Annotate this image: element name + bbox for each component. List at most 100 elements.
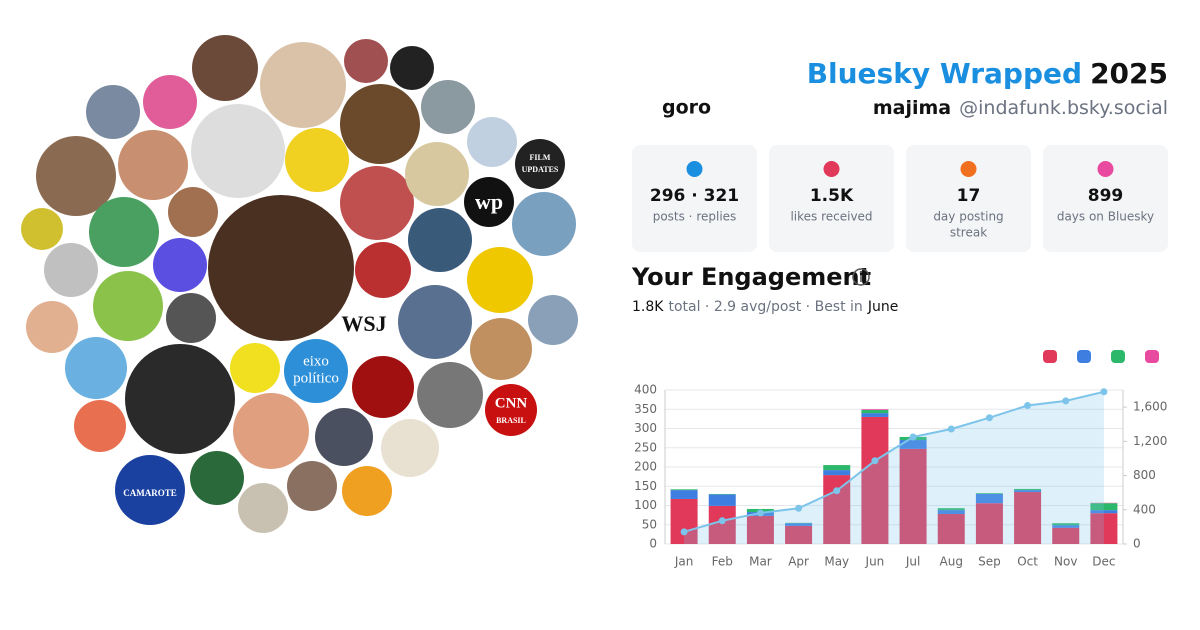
avatar — [421, 80, 475, 134]
avatar — [470, 318, 532, 380]
bar-segment — [1052, 527, 1080, 544]
avatar — [512, 192, 576, 256]
bar-segment — [746, 515, 774, 544]
line-point — [1062, 397, 1070, 405]
avatar — [93, 271, 163, 341]
profile-line: majima @indafunk.bsky.social — [873, 97, 1168, 119]
line-point — [680, 528, 688, 536]
stat-label: streak — [950, 226, 987, 240]
info-icon — [852, 268, 870, 286]
avatar-text: FILM — [530, 153, 551, 162]
bar-segment — [975, 493, 1003, 504]
line-point — [1100, 388, 1108, 396]
x-tick-label: Mar — [749, 555, 772, 569]
bar-segment — [1052, 525, 1080, 528]
avatar — [230, 343, 280, 393]
avatar — [515, 139, 565, 189]
legend-icon[interactable] — [1145, 350, 1159, 363]
x-tick-label: Apr — [788, 555, 809, 569]
legend-icon[interactable] — [1111, 350, 1125, 363]
line-point — [756, 509, 764, 517]
avatar-text: CNN — [495, 395, 528, 411]
stat-label: posts · replies — [653, 210, 737, 224]
y-tick-label: 50 — [642, 517, 657, 531]
line-point — [947, 425, 955, 433]
line-point — [909, 433, 917, 441]
avatar — [405, 142, 469, 206]
title: Bluesky Wrapped 2025 — [807, 57, 1168, 90]
bar-segment — [1014, 492, 1042, 544]
avatar — [26, 301, 78, 353]
avatar — [464, 177, 514, 227]
stat-card — [1043, 145, 1168, 252]
stat-card — [769, 145, 894, 252]
avatar — [390, 46, 434, 90]
y-tick-label: 250 — [634, 440, 657, 454]
section-title: Your Engagement — [631, 263, 871, 291]
stat-icon — [823, 161, 840, 177]
line-point — [985, 414, 993, 422]
bar-segment — [1090, 513, 1118, 544]
stat-card — [632, 145, 757, 252]
line-point — [795, 504, 803, 512]
y2-tick-label: 1,200 — [1133, 434, 1167, 448]
bar-segment — [975, 493, 1003, 494]
avatar — [340, 84, 420, 164]
bar-segment — [708, 505, 736, 544]
x-tick-label: Jan — [674, 555, 694, 569]
bar-segment — [861, 410, 889, 414]
line-point — [1024, 401, 1032, 409]
total: 1.8K — [632, 299, 664, 315]
avatar — [118, 130, 188, 200]
engagement-summary: 1.8K total · 2.9 avg/post · Best in June — [632, 299, 898, 315]
stat-cards: 296 · 321 posts · replies 1.5K likes receiv… — [632, 145, 1168, 252]
avatar — [485, 384, 537, 436]
avatar — [344, 39, 388, 83]
x-tick-label: Jul — [905, 555, 920, 569]
y-tick-label: 400 — [634, 383, 657, 397]
x-tick-label: Jun — [865, 555, 885, 569]
legend-icon[interactable] — [1077, 350, 1091, 363]
best-month: June — [867, 299, 899, 315]
avatar — [89, 197, 159, 267]
avatar-text: WSJ — [341, 311, 386, 336]
y-tick-label: 150 — [634, 479, 657, 493]
stat-card — [906, 145, 1031, 252]
title-year: 2025 — [1090, 57, 1168, 90]
x-tick-label: May — [824, 555, 849, 569]
avatar — [467, 117, 517, 167]
avatar — [355, 242, 411, 298]
bar-segment — [785, 525, 813, 544]
bar-segment — [670, 490, 698, 499]
avatar-text: político — [293, 370, 339, 386]
line-point — [718, 517, 726, 525]
avatar-text: BRASIL — [496, 416, 526, 425]
bar-segment — [823, 470, 851, 476]
avatar — [191, 104, 285, 198]
avatar — [285, 128, 349, 192]
y-tick-label: 100 — [634, 498, 657, 512]
x-tick-label: Oct — [1017, 555, 1038, 569]
line-point — [833, 487, 841, 495]
stat-value: 899 — [1088, 186, 1124, 206]
y-tick-label: 0 — [649, 537, 657, 551]
x-tick-label: Aug — [940, 555, 963, 569]
summary: total · 2.9 avg/post · Best in — [668, 299, 862, 315]
avatar — [284, 339, 348, 403]
bar-segment — [937, 510, 965, 514]
avatar-text: wp — [475, 189, 503, 214]
handle: @indafunk.bsky.social — [959, 97, 1168, 119]
stat-value: 1.5K — [810, 186, 854, 206]
bar-segment — [708, 494, 736, 506]
avatar — [417, 362, 483, 428]
avatar — [238, 483, 288, 533]
avatar — [74, 400, 126, 452]
legend-icon[interactable] — [1043, 350, 1057, 363]
stat-icon — [1097, 161, 1114, 177]
avatar — [398, 285, 472, 359]
avatar — [36, 136, 116, 216]
line-point — [871, 457, 879, 465]
line-area — [684, 391, 1104, 544]
stat-value: 296 · 321 — [650, 186, 739, 206]
